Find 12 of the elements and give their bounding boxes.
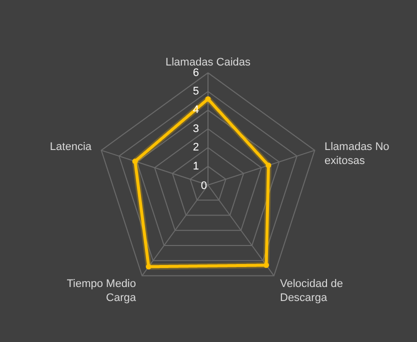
spoke-label: Llamadas No exitosas [324, 141, 390, 168]
spoke-label: Velocidad de Descarga [280, 278, 343, 304]
y-tick-label: 6 [192, 66, 199, 79]
y-tick-label: 1 [192, 160, 199, 172]
y-tick-label: 2 [192, 142, 199, 154]
y-tick-label: 4 [192, 104, 199, 116]
spoke-label: Llamadas Caidas [166, 56, 251, 69]
spoke-label: Tiempo Medio Carga [66, 278, 137, 304]
y-tick-label: 3 [192, 122, 199, 135]
y-tick-label: 5 [192, 86, 199, 98]
y-tick-label: 0 [200, 180, 207, 192]
spoke-label: Latencia [50, 141, 92, 154]
